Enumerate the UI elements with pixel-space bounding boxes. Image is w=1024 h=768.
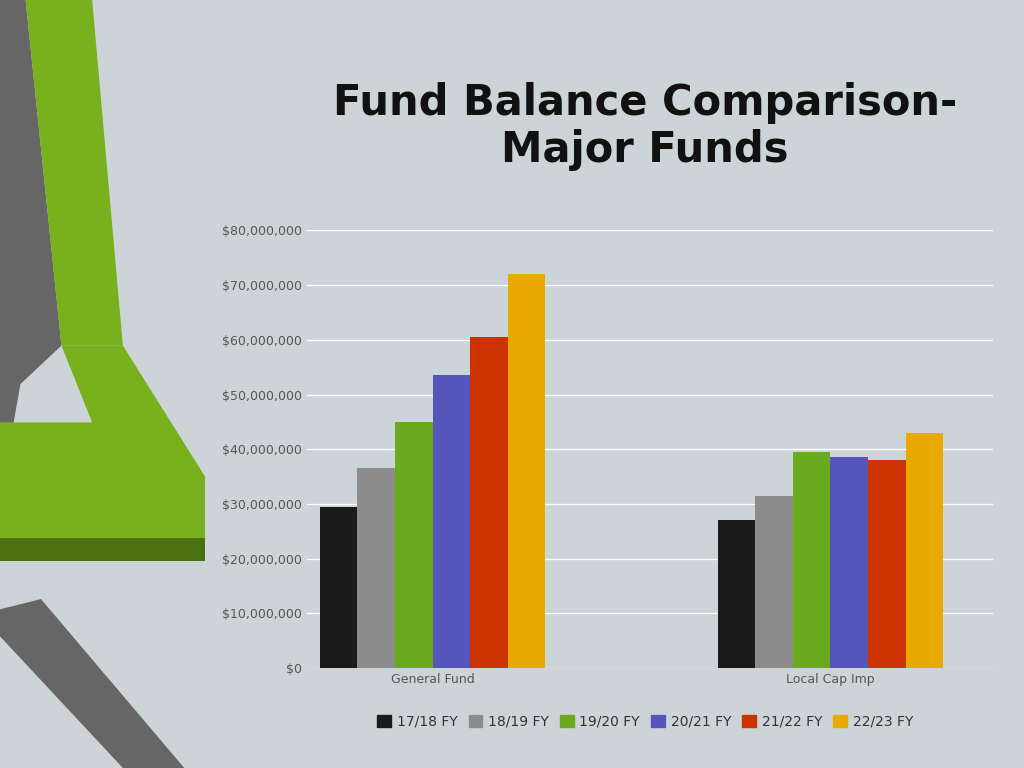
Bar [718, 521, 755, 668]
Bar [905, 433, 943, 668]
Bar [319, 507, 357, 668]
Legend: 17/18 FY, 18/19 FY, 19/20 FY, 20/21 FY, 21/22 FY, 22/23 FY: 17/18 FY, 18/19 FY, 19/20 FY, 20/21 FY, … [372, 709, 919, 734]
Bar [830, 458, 868, 668]
Bar [508, 274, 546, 668]
Bar [793, 452, 830, 668]
Bar [470, 337, 508, 668]
Text: Fund Balance Comparison-
Major Funds: Fund Balance Comparison- Major Funds [333, 82, 957, 171]
Bar [868, 460, 905, 668]
Bar [395, 422, 432, 668]
Bar [755, 496, 793, 668]
Bar [432, 376, 470, 668]
Bar [357, 468, 395, 668]
